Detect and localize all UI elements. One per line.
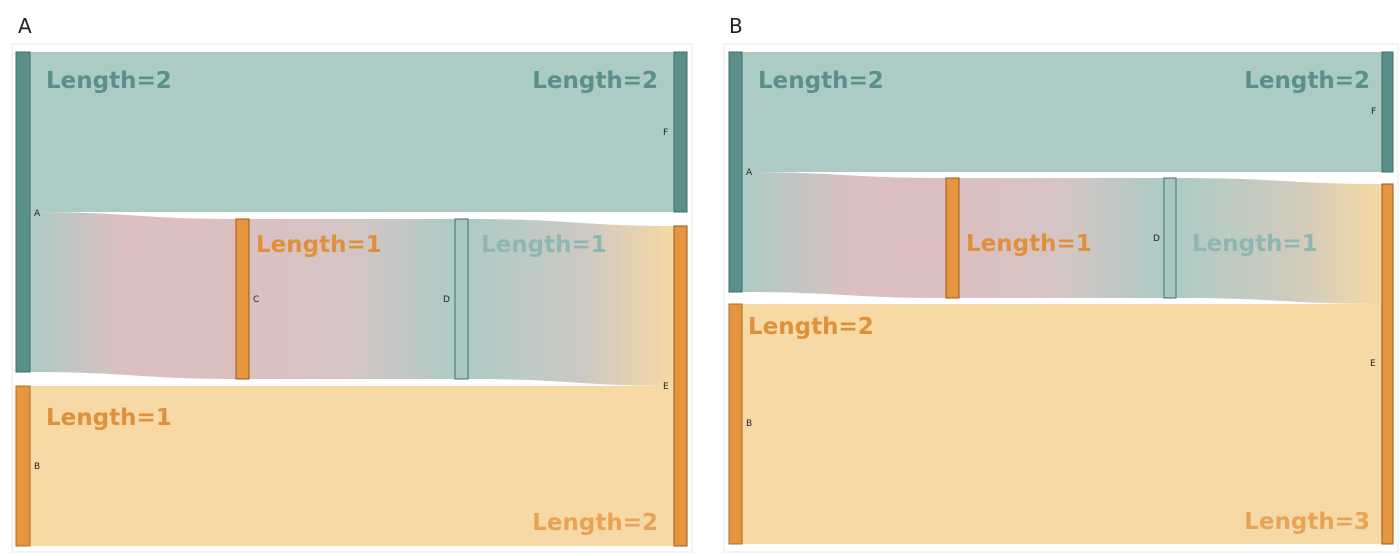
annotation-b-top-left: Length=2 xyxy=(758,68,884,94)
panel-a-annotations: Length=2 Length=2 Length=1 Length=1 Leng… xyxy=(46,68,658,536)
panel-a-node-labels: A B C D E F xyxy=(34,128,669,472)
annotation-b-e: Length=3 xyxy=(1244,509,1370,535)
link-b-a-to-f xyxy=(742,52,1382,172)
node-label-c: C xyxy=(253,295,259,305)
panel-b-links xyxy=(742,52,1382,544)
link-b-d-link xyxy=(959,178,1164,298)
node-b-f xyxy=(1381,51,1394,173)
node-b-e xyxy=(1381,183,1394,545)
node-f xyxy=(673,51,688,213)
node-label-a: A xyxy=(34,209,41,219)
node-e xyxy=(673,225,688,547)
link-d-to-e xyxy=(468,219,674,386)
node-label-b-a: A xyxy=(746,168,753,178)
node-label-b-d: D xyxy=(1153,234,1160,244)
annotation-a-top-left: Length=2 xyxy=(46,68,172,94)
panel-a-frame xyxy=(11,43,693,553)
node-b xyxy=(15,385,31,547)
node-a xyxy=(15,51,31,373)
node-b-c xyxy=(945,177,960,299)
panel-b-nodes xyxy=(728,51,1394,545)
annotation-a-top-right: Length=2 xyxy=(532,68,658,94)
link-b-d-to-e xyxy=(1176,178,1382,304)
node-label-b-f: F xyxy=(1371,107,1376,117)
node-c xyxy=(235,218,250,380)
node-d xyxy=(454,218,469,380)
panel-a-nodes xyxy=(15,51,688,547)
node-label-b-b: B xyxy=(746,419,752,429)
node-label-d: D xyxy=(443,295,450,305)
node-label-b: B xyxy=(34,462,40,472)
panel-a-links xyxy=(30,52,674,546)
annotation-a-c: Length=1 xyxy=(256,232,382,258)
link-b-b-to-e xyxy=(742,304,1382,544)
link-a-to-f xyxy=(30,52,674,212)
node-b-b xyxy=(728,303,743,545)
annotation-b-d-left: Length=1 xyxy=(966,231,1092,257)
link-a-to-c xyxy=(30,212,236,379)
panel-b-annotations: Length=2 Length=2 Length=1 Length=1 Leng… xyxy=(748,68,1370,535)
node-b-d xyxy=(1163,177,1177,299)
node-label-f: F xyxy=(663,128,668,138)
panel-a-title: A xyxy=(18,14,32,38)
annotation-a-e: Length=2 xyxy=(532,510,658,536)
annotation-b-d-right: Length=1 xyxy=(1192,231,1318,257)
link-c-to-d xyxy=(249,219,455,379)
annotation-b-top-right: Length=2 xyxy=(1244,68,1370,94)
link-b-a-to-d xyxy=(742,172,946,298)
annotation-b-b: Length=2 xyxy=(748,314,874,340)
annotation-a-d: Length=1 xyxy=(481,232,607,258)
annotation-a-b: Length=1 xyxy=(46,405,172,431)
node-b-a xyxy=(728,51,743,293)
node-label-e: E xyxy=(663,382,669,392)
panel-b-title: B xyxy=(729,14,743,38)
panel-b-node-labels: A B D E F xyxy=(746,107,1376,429)
panel-b-frame xyxy=(723,43,1399,553)
node-label-b-e: E xyxy=(1370,359,1376,369)
link-b-to-e xyxy=(30,386,674,546)
